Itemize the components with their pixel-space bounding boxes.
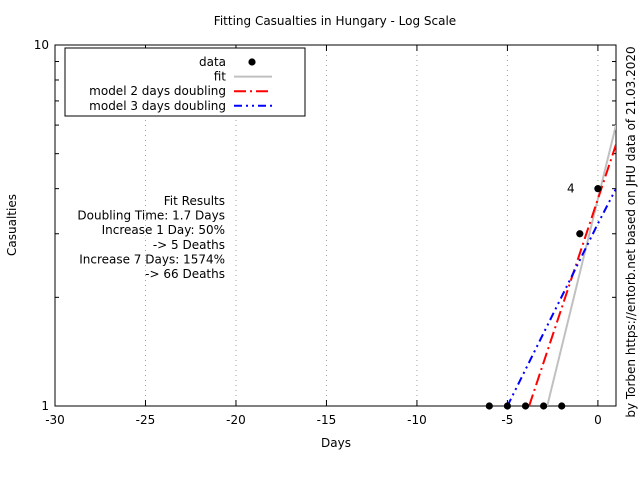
x-tick-label: -25 bbox=[136, 413, 156, 427]
fit-result-line: Increase 1 Day: 50% bbox=[102, 223, 225, 237]
x-tick-label: 0 bbox=[594, 413, 602, 427]
legend-label: data bbox=[199, 55, 226, 69]
data-point bbox=[558, 402, 566, 410]
legend-marker bbox=[248, 58, 256, 66]
plot-border bbox=[54, 44, 617, 407]
y-tick-label: 10 bbox=[34, 38, 49, 52]
legend-label: fit bbox=[214, 70, 227, 84]
fit-result-line: Doubling Time: 1.7 Days bbox=[77, 209, 225, 223]
y-axis-label: Casualties bbox=[5, 194, 19, 256]
fit-result-line: -> 5 Deaths bbox=[153, 238, 225, 252]
series-layer bbox=[506, 124, 616, 406]
x-tick-label: -30 bbox=[45, 413, 65, 427]
legend-box bbox=[64, 47, 306, 117]
data-point bbox=[576, 230, 584, 238]
data-point bbox=[594, 185, 602, 193]
axis-tick-labels: -30 -25 -20 -15 -10 -5 0 1 10 bbox=[34, 38, 602, 427]
chart-title: Fitting Casualties in Hungary - Log Scal… bbox=[214, 14, 456, 28]
series-line-1 bbox=[546, 124, 616, 406]
data-point bbox=[485, 402, 493, 410]
attribution-label: by Torben https://entorb.net based on JH… bbox=[624, 46, 638, 417]
x-tick-label: -5 bbox=[501, 413, 513, 427]
fit-result-line: Increase 7 Days: 1574% bbox=[79, 252, 225, 266]
value-annotation: 4 bbox=[567, 182, 575, 196]
data-point bbox=[540, 402, 548, 410]
data-point bbox=[503, 402, 512, 410]
fit-result-line: Fit Results bbox=[164, 194, 225, 208]
data-point bbox=[521, 402, 530, 410]
legend-label: model 3 days doubling bbox=[89, 99, 226, 113]
data-points bbox=[485, 185, 602, 410]
series-line-3 bbox=[506, 188, 616, 406]
x-tick-label: -20 bbox=[226, 413, 246, 427]
y-tick-label: 1 bbox=[41, 399, 49, 413]
x-tick-label: -15 bbox=[317, 413, 337, 427]
x-axis-label: Days bbox=[321, 436, 351, 450]
x-tick-label: -10 bbox=[407, 413, 427, 427]
legend-label: model 2 days doubling bbox=[89, 84, 226, 98]
fit-result-line: -> 66 Deaths bbox=[145, 267, 225, 281]
